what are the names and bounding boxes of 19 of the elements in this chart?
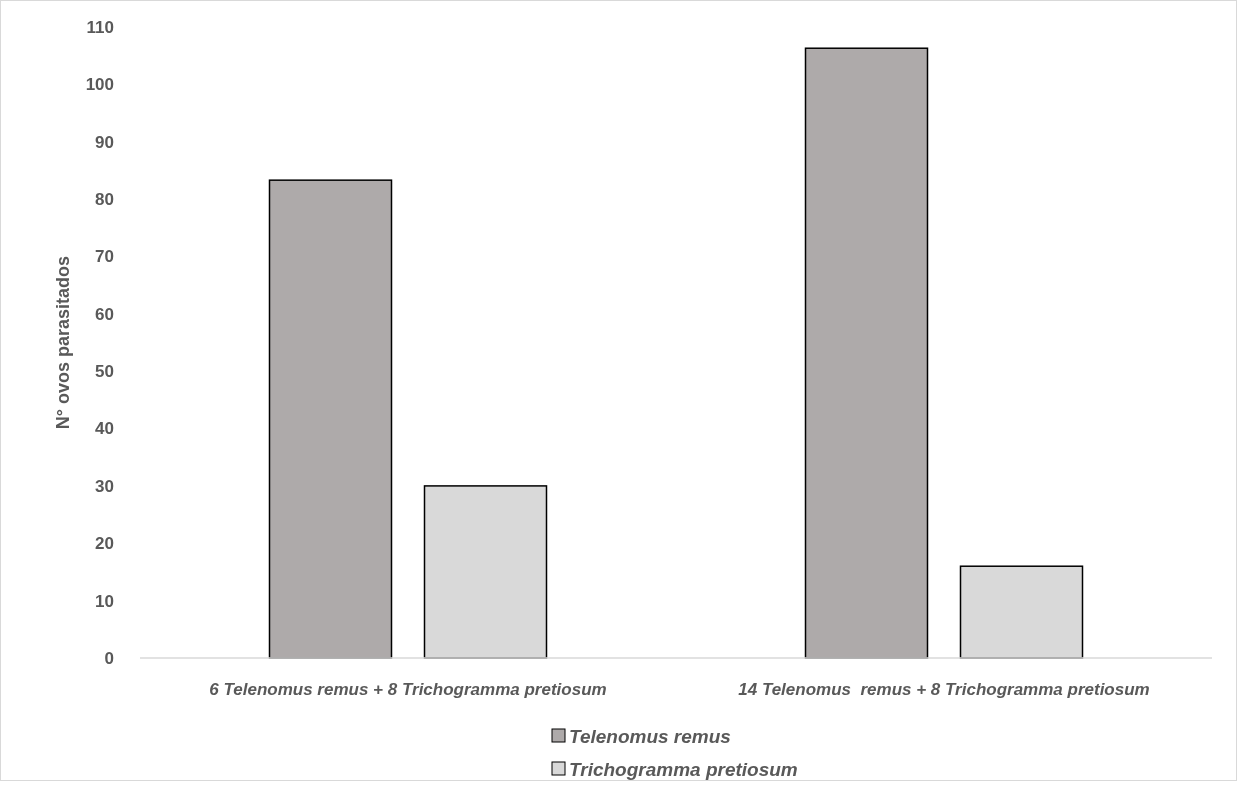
legend-label: Telenomus remus (569, 725, 731, 747)
y-tick-label: 60 (95, 304, 114, 324)
y-tick-label: 10 (95, 591, 114, 611)
y-axis-title: N° ovos parasitados (53, 255, 73, 430)
y-tick-label: 110 (86, 17, 114, 37)
y-tick-label: 80 (95, 190, 114, 210)
y-tick-label: 30 (95, 476, 114, 496)
y-tick-label: 100 (85, 75, 114, 95)
y-tick-label: 90 (95, 132, 114, 152)
y-tick-label: 50 (95, 362, 114, 382)
y-tick-label: 70 (95, 247, 114, 267)
bar (804, 47, 929, 659)
x-tick-label: 14 Telenomus remus + 8 Trichogramma pretiosum (738, 680, 1150, 699)
y-tick-label: 20 (95, 534, 114, 554)
y-tick-label: 0 (104, 648, 114, 668)
y-tick-label: 40 (95, 419, 114, 439)
bar (268, 179, 393, 659)
x-tick-label: 6 Telenomus remus + 8 Trichogramma pretiosum (209, 680, 607, 699)
legend-label: Trichogramma pretiosum (569, 758, 798, 780)
